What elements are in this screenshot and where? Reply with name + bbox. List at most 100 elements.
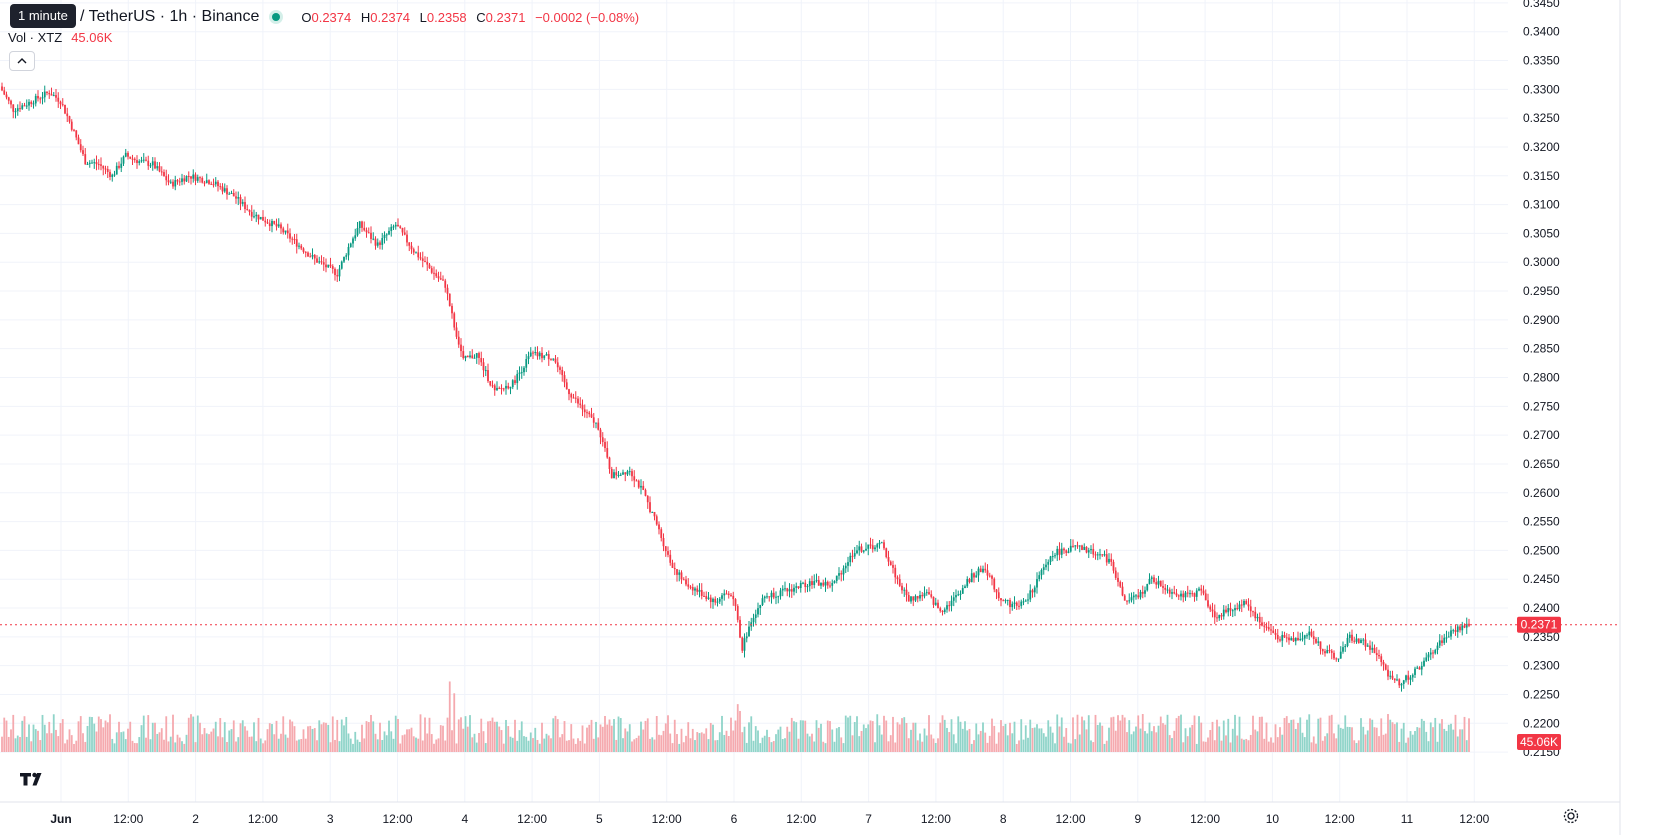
candle-body xyxy=(97,164,100,166)
volume-bar xyxy=(1189,727,1191,752)
volume-bar xyxy=(853,722,856,752)
volume-legend[interactable]: Vol · XTZ 45.06K xyxy=(8,30,112,45)
volume-bar xyxy=(1105,740,1108,752)
volume-bar xyxy=(50,733,53,752)
candle-body xyxy=(1303,635,1306,639)
candle-body xyxy=(1357,638,1360,644)
volume-bar xyxy=(25,736,28,752)
volume-bar xyxy=(811,733,813,752)
volume-bar xyxy=(907,738,910,752)
candle-body xyxy=(1447,636,1450,638)
candle-body xyxy=(912,596,915,601)
candle-body xyxy=(1130,597,1133,601)
candle-body xyxy=(370,232,372,239)
candle-body xyxy=(813,581,816,586)
candle-body xyxy=(489,381,492,386)
candle-body xyxy=(565,382,568,390)
interval-tooltip: 1 minute xyxy=(10,4,76,28)
volume-bar xyxy=(1036,724,1038,752)
candle-body xyxy=(1171,592,1173,594)
volume-bar xyxy=(23,716,26,752)
volume-bar xyxy=(739,710,741,752)
candle-body xyxy=(482,362,485,371)
volume-bar xyxy=(185,734,188,752)
volume-bar xyxy=(178,737,181,752)
symbol-title[interactable]: / TetherUS · 1h · Binance xyxy=(80,8,260,25)
volume-bar xyxy=(660,735,663,752)
volume-bar xyxy=(1396,722,1398,752)
volume-bar xyxy=(898,724,901,752)
price-tick-label: 0.2700 xyxy=(1523,428,1560,442)
candle-body xyxy=(631,471,633,477)
volume-bar xyxy=(750,716,753,752)
candle-body xyxy=(226,188,228,195)
volume-bar xyxy=(365,721,368,752)
volume-bar xyxy=(1450,723,1452,752)
volume-bar xyxy=(1110,717,1113,752)
candle-body xyxy=(669,554,672,563)
volume-bar xyxy=(352,743,354,752)
volume-bar xyxy=(619,718,622,752)
volume-bar xyxy=(1438,723,1441,752)
candle-body xyxy=(1029,590,1032,600)
tradingview-logo[interactable] xyxy=(15,763,45,793)
volume-bar xyxy=(1393,724,1396,752)
candle-body xyxy=(1207,600,1209,607)
candle-body xyxy=(1265,626,1268,628)
candle-body xyxy=(43,91,46,98)
candle-body xyxy=(1022,601,1025,603)
candle-body xyxy=(570,394,573,398)
candle-body xyxy=(1389,675,1392,677)
volume-bar xyxy=(982,722,984,752)
price-axis[interactable]: 0.3450 0.3400 0.3350 0.3300 0.3250 0.3200 0.31… xyxy=(1523,0,1560,759)
time-tick-label: 9 xyxy=(1134,812,1141,826)
candle-body xyxy=(768,596,771,598)
volume-bar xyxy=(226,741,228,752)
candle-body xyxy=(624,472,627,475)
collapse-legend-button[interactable] xyxy=(9,51,35,71)
candle-body xyxy=(1153,577,1155,583)
candle-body xyxy=(1366,645,1369,647)
candle-body xyxy=(397,224,399,227)
candle-body xyxy=(428,264,431,269)
volume-bar xyxy=(1391,722,1394,752)
time-axis[interactable]: Jun 12:00 2 12:00 3 12:00 4 12:00 5 12:00 6 12:00 7 1… xyxy=(50,812,1489,826)
volume-bar xyxy=(572,738,575,752)
candle-body xyxy=(1202,590,1205,594)
volume-bar xyxy=(268,723,271,752)
candle-body xyxy=(757,608,759,615)
volume-bar xyxy=(228,730,231,752)
volume-bar xyxy=(667,715,669,752)
volume-bar xyxy=(59,723,62,752)
volume-bar xyxy=(336,719,339,752)
candle-body xyxy=(1308,631,1311,636)
candle-body xyxy=(653,511,656,517)
volume-bar xyxy=(334,739,336,752)
candle-body xyxy=(237,197,240,199)
volume-bar xyxy=(536,739,539,752)
candle-body xyxy=(1231,610,1234,612)
volume-bar xyxy=(1083,720,1086,752)
candle-body xyxy=(948,605,951,607)
candle-body xyxy=(3,90,6,95)
time-tick-label: 10 xyxy=(1266,812,1280,826)
market-status-icon[interactable] xyxy=(269,10,284,24)
candle-body xyxy=(352,238,354,244)
candle-body xyxy=(275,223,278,227)
candle-body xyxy=(520,372,523,374)
volume-bar xyxy=(698,733,701,752)
candle-body xyxy=(1319,641,1322,650)
volume-bar xyxy=(3,717,6,752)
volume-bar xyxy=(1319,717,1322,752)
volume-bar xyxy=(1060,717,1063,752)
candle-body xyxy=(784,588,786,590)
volume-bar xyxy=(295,740,298,752)
chart-settings-button[interactable] xyxy=(1560,805,1582,827)
time-tick-label: 12:00 xyxy=(1190,812,1220,826)
candle-body xyxy=(230,192,233,194)
price-tick-label: 0.2500 xyxy=(1523,543,1560,557)
volume-bar xyxy=(928,715,930,752)
candle-body xyxy=(313,255,316,259)
candle-body xyxy=(262,216,264,221)
